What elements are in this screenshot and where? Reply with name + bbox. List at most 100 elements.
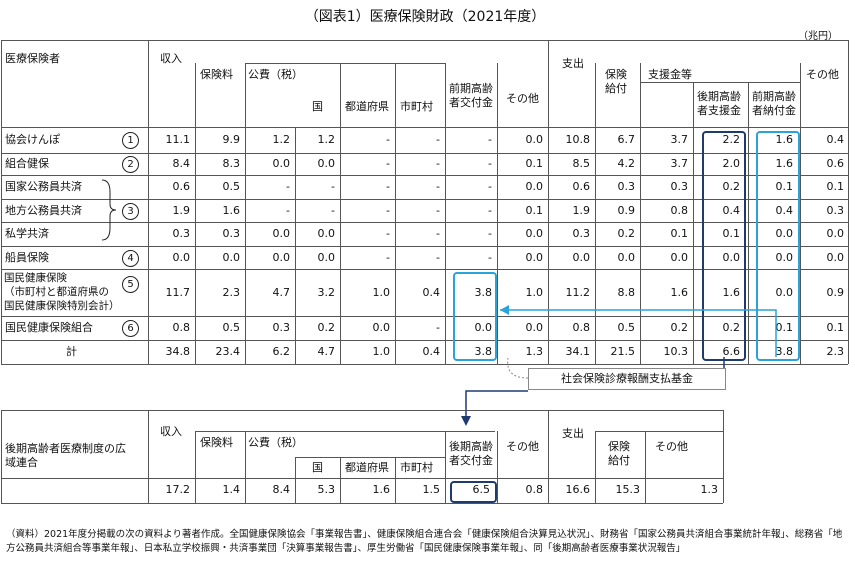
header-pref: 都道府県	[345, 100, 389, 113]
table-cell: -	[386, 227, 390, 240]
table-cell: -	[386, 133, 390, 146]
circled-number: 2	[122, 156, 139, 173]
table-cell: 0.0	[317, 157, 336, 170]
header-other-in: その他	[506, 92, 539, 105]
table-cell: 0.3	[572, 227, 591, 240]
table-cell: 1.6	[775, 157, 794, 170]
table-cell: 6.6	[722, 345, 741, 358]
table-cell: -	[386, 157, 390, 170]
table-cell: 3.7	[670, 157, 689, 170]
table-cell: 0.0	[826, 251, 845, 264]
table-cell: 0.5	[617, 321, 636, 334]
table-cell: -	[386, 251, 390, 264]
bottom-header-muni: 市町村	[400, 461, 433, 474]
table-cell: 3.8	[474, 286, 493, 299]
row-name-total: 計	[66, 345, 77, 358]
bottom-header-income: 収入	[160, 425, 182, 438]
table-cell: 3.7	[670, 133, 689, 146]
table-cell: 0.6	[572, 180, 591, 193]
table-cell: 0.2	[722, 321, 741, 334]
bottom-header-grant: 後期高齢者交付金	[449, 440, 493, 467]
table-cell: 0.5	[222, 321, 241, 334]
table-cell: 0.4	[422, 345, 441, 358]
table-cell: 0.1	[775, 321, 794, 334]
table-cell: -	[488, 227, 492, 240]
table-cell: 0.4	[775, 204, 794, 217]
table-cell: 1.2	[272, 133, 291, 146]
table-cell: 1.0	[525, 286, 544, 299]
row-name: 国民健康保険 （市町村と都道府県の 国民健康保険特別会計）	[4, 272, 120, 312]
table-cell: 10.3	[663, 345, 689, 358]
table-cell: 1.6	[722, 286, 741, 299]
table-cell: 6.7	[617, 133, 636, 146]
table-cell: 0.8	[572, 321, 591, 334]
table-cell: 0.0	[317, 251, 336, 264]
table-cell: 6.5	[472, 483, 491, 496]
table-cell: 4.7	[317, 345, 336, 358]
header-premium: 保険料	[200, 68, 233, 81]
elderly-grant-highlight	[453, 272, 497, 361]
row-name: 地方公務員共済	[5, 204, 82, 217]
table-cell: 1.0	[372, 345, 391, 358]
table-cell: 0.2	[722, 180, 741, 193]
table-cell: 0.1	[670, 227, 689, 240]
table-cell: -	[488, 133, 492, 146]
table-cell: 21.5	[610, 345, 636, 358]
unit-label: （兆円）	[798, 31, 838, 42]
table-cell: -	[386, 204, 390, 217]
table-cell: 1.6	[670, 286, 689, 299]
table-cell: 0.0	[775, 286, 794, 299]
header-benefit: 保険給付	[605, 68, 627, 95]
table-cell: 6.2	[272, 345, 291, 358]
circled-number: 5	[122, 276, 139, 293]
table-cell: 9.9	[222, 133, 241, 146]
table-cell: 0.8	[525, 483, 544, 496]
source-note: （資料）2021年度分掲載の次の資料より著者作成。全国健康保険協会「事業報告書」…	[6, 529, 843, 554]
table-cell: 17.2	[165, 483, 191, 496]
table-cell: 0.3	[617, 180, 636, 193]
table-cell: 23.4	[215, 345, 241, 358]
header-nation: 国	[312, 100, 323, 113]
group-brace-icon	[101, 179, 117, 241]
circled-number: 4	[122, 250, 139, 267]
header-public: 公費（税）	[248, 68, 303, 81]
table-cell: -	[436, 180, 440, 193]
table-cell: 15.3	[615, 483, 641, 496]
table-cell: 0.0	[272, 251, 291, 264]
table-cell: 1.3	[700, 483, 719, 496]
row-name: 私学共済	[5, 227, 49, 240]
table-cell: 0.3	[670, 180, 689, 193]
row-name: 協会けんぽ	[5, 133, 60, 146]
bottom-header-expense: 支出	[562, 427, 584, 440]
bottom-header-premium: 保険料	[200, 436, 233, 449]
table-cell: 0.4	[722, 204, 741, 217]
circled-number: 3	[122, 203, 139, 220]
table-cell: 0.3	[222, 227, 241, 240]
table-cell: 0.0	[172, 251, 191, 264]
table-cell: 0.1	[722, 227, 741, 240]
table-cell: 0.0	[722, 251, 741, 264]
table-cell: 1.9	[172, 204, 191, 217]
table-cell: 5.3	[317, 483, 336, 496]
table-cell: 0.0	[222, 251, 241, 264]
fund-label: 社会保険診療報酬支払基金	[528, 368, 726, 390]
table-cell: 0.5	[222, 180, 241, 193]
bottom-header-public: 公費（税）	[248, 436, 303, 449]
table-cell: 0.4	[422, 286, 441, 299]
header-early-pay: 前期高齢者納付金	[752, 90, 796, 117]
table-cell: 0.0	[474, 321, 493, 334]
table-cell: -	[488, 204, 492, 217]
bottom-header-nation: 国	[312, 461, 323, 474]
table-cell: 8.4	[172, 157, 191, 170]
table-cell: 2.3	[222, 286, 241, 299]
table-cell: 3.2	[317, 286, 336, 299]
table-cell: 0.0	[525, 321, 544, 334]
table-cell: 0.0	[525, 227, 544, 240]
table-cell: 34.1	[565, 345, 591, 358]
table-cell: 0.0	[525, 133, 544, 146]
table-cell: 0.3	[272, 321, 291, 334]
table-cell: 1.6	[372, 483, 391, 496]
table-cell: -	[386, 180, 390, 193]
table-cell: 4.2	[617, 157, 636, 170]
table-cell: 11.1	[165, 133, 191, 146]
